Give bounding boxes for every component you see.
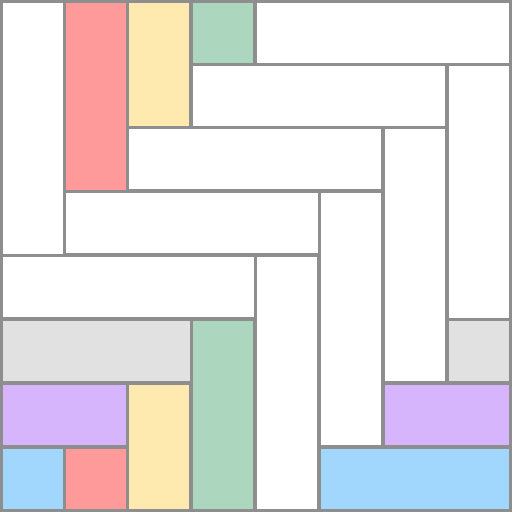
tile-white-vertical[interactable] xyxy=(446,63,512,321)
tile-white-horizontal[interactable] xyxy=(63,190,321,256)
tile-red-vertical[interactable] xyxy=(63,0,129,194)
tile-red-square[interactable] xyxy=(63,446,129,512)
tile-white-horizontal[interactable] xyxy=(190,63,448,129)
tile-yellow-vertical[interactable] xyxy=(126,382,192,512)
tile-white-horizontal[interactable] xyxy=(254,0,512,66)
tile-purple-horizontal[interactable] xyxy=(382,382,512,448)
tile-white-vertical[interactable] xyxy=(254,254,320,512)
tile-green-vertical[interactable] xyxy=(190,318,256,512)
tile-gray-horizontal[interactable] xyxy=(0,318,194,384)
tile-white-vertical[interactable] xyxy=(0,0,66,258)
tile-green-vertical[interactable] xyxy=(190,0,256,66)
tile-white-horizontal[interactable] xyxy=(126,126,384,192)
tile-yellow-vertical[interactable] xyxy=(126,0,192,130)
tile-white-horizontal[interactable] xyxy=(0,254,258,320)
tile-white-vertical[interactable] xyxy=(318,190,384,448)
tile-gray-square[interactable] xyxy=(446,318,512,384)
tile-blue-horizontal[interactable] xyxy=(318,446,512,512)
tile-white-vertical[interactable] xyxy=(382,126,448,384)
tile-purple-horizontal[interactable] xyxy=(0,382,130,448)
tile-blue-square[interactable] xyxy=(0,446,66,512)
